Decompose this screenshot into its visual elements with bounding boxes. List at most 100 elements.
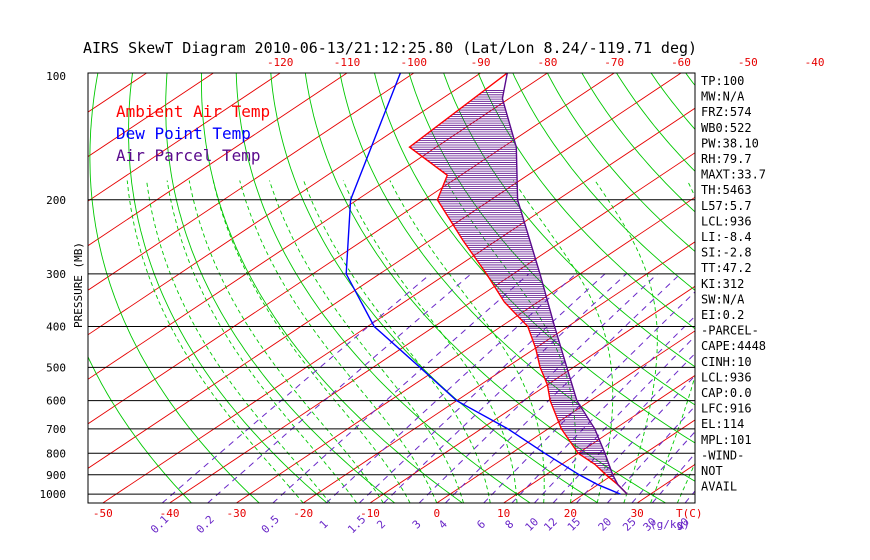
moist-adiabat-line [303, 180, 491, 503]
index-label: LCL:936 [701, 370, 752, 384]
isotherm-line [570, 419, 695, 503]
bottom-temperature-tick: 0 [433, 507, 440, 520]
isotherm-line [88, 73, 682, 469]
dry-adiabat-line [616, 73, 695, 172]
dry-adiabat-line [547, 73, 695, 253]
pressure-tick: 700 [46, 423, 66, 436]
moist-adiabat-line [126, 180, 304, 503]
isotherm-line [503, 374, 695, 503]
index-label: LI:-8.4 [701, 230, 752, 244]
isotherm-line [88, 73, 348, 247]
air-parcel-temp-line [501, 73, 628, 495]
mixing-ratio-line [272, 273, 530, 503]
index-label: L57:5.7 [701, 199, 752, 213]
isotherm-line [236, 196, 695, 503]
moist-adiabat-line [212, 180, 411, 503]
bottom-temperature-tick: -40 [160, 507, 180, 520]
bottom-temperature-tick: 10 [497, 507, 510, 520]
top-temperature-tick: -70 [604, 56, 624, 69]
mixing-ratio-tick: 3 [410, 518, 424, 532]
dry-adiabat-line [374, 73, 695, 444]
mixing-ratio-tick: 0.5 [259, 513, 282, 536]
top-temperature-tick: -60 [671, 56, 691, 69]
dry-adiabat-line [755, 73, 870, 503]
mixing-ratio-line [534, 335, 695, 503]
moist-adiabat-line [513, 180, 614, 503]
mixing-ratio-tick: 20 [596, 515, 615, 534]
isotherm-line [88, 73, 481, 336]
mixing-ratio-line [161, 273, 431, 503]
mixing-ratio-tick: 2 [374, 518, 388, 532]
moist-adiabat-line [389, 180, 545, 503]
bottom-temperature-tick: 30 [631, 507, 644, 520]
index-label: WB0:522 [701, 121, 752, 135]
moist-adiabat-line [445, 180, 577, 503]
bottom-temperature-tick: -50 [93, 507, 113, 520]
index-label: NOT [701, 464, 723, 478]
dry-adiabat-line [89, 73, 260, 503]
index-label: TP:100 [701, 74, 744, 88]
pressure-tick: 300 [46, 268, 66, 281]
moist-adiabat-line [239, 180, 438, 503]
mixing-ratio-tick: 4 [436, 517, 450, 531]
index-label: TT:47.2 [701, 261, 752, 275]
isotherm-line [88, 73, 415, 291]
pressure-tick: 500 [46, 361, 66, 374]
dry-adiabat-line [824, 73, 870, 503]
index-label: MPL:101 [701, 433, 752, 447]
isotherm-line [88, 73, 281, 202]
top-temperature-tick: -50 [738, 56, 758, 69]
legend-entry: Air Parcel Temp [116, 146, 261, 165]
index-label: MW:N/A [701, 90, 745, 104]
index-label: RH:79.7 [701, 152, 752, 166]
plot-frame [87, 72, 696, 504]
index-label: AVAIL [701, 480, 737, 494]
index-label: FRZ:574 [701, 105, 752, 119]
pressure-tick: 900 [46, 469, 66, 482]
top-temperature-tick: -110 [334, 56, 361, 69]
dry-adiabat-line [650, 73, 695, 130]
y-axis-label: PRESSURE (MB) [72, 242, 85, 328]
moist-adiabat-line [650, 180, 695, 503]
ambient-air-temp-line [408, 73, 628, 495]
legend-entry: Dew Point Temp [116, 124, 251, 143]
dry-adiabat-line [581, 73, 695, 213]
index-label: CAP:0.0 [701, 386, 752, 400]
mixing-ratio-tick: 12 [541, 515, 560, 534]
isotherm-line [102, 107, 695, 503]
index-label: SW:N/A [701, 292, 745, 306]
top-temperature-tick: -120 [267, 56, 294, 69]
index-label: MAXT:33.7 [701, 168, 766, 182]
moist-adiabat-line [676, 462, 695, 503]
top-temperature-tick: -80 [537, 56, 557, 69]
dry-adiabat-line [859, 73, 870, 503]
temperature-units-label: T(C) [676, 507, 703, 520]
index-label: LFC:916 [701, 402, 752, 416]
dry-adiabat-line [443, 73, 695, 368]
legend-entry: Ambient Air Temp [116, 102, 270, 121]
bottom-temperature-tick: -10 [360, 507, 380, 520]
bottom-temperature-tick: -30 [226, 507, 246, 520]
moist-adiabat-line [146, 180, 331, 503]
index-label: -WIND- [701, 448, 744, 462]
chart-title: AIRS SkewT Diagram 2010-06-13/21:12:25.8… [83, 39, 697, 57]
pressure-tick: 1000 [40, 488, 67, 501]
moist-adiabat-line [594, 180, 658, 503]
bottom-temperature-tick: -20 [293, 507, 313, 520]
dry-adiabat-line [477, 73, 695, 330]
pressure-tick: 800 [46, 447, 66, 460]
mixing-ratio-tick: 6 [474, 518, 488, 532]
isotherm-line [0, 73, 13, 503]
mixing-ratio-tick: 1 [317, 518, 331, 532]
moist-adiabat-line [166, 180, 357, 503]
mixing-ratio-line [552, 352, 695, 503]
mixing-ratio-tick: 0.2 [194, 513, 217, 536]
isotherm-line [436, 330, 695, 503]
isotherm-line [838, 73, 870, 503]
isotherm-line [771, 73, 870, 503]
index-label: TH:5463 [701, 183, 752, 197]
dry-adiabat-line [128, 73, 328, 503]
dry-adiabat-line [165, 73, 395, 503]
index-label: LCL:936 [701, 214, 752, 228]
